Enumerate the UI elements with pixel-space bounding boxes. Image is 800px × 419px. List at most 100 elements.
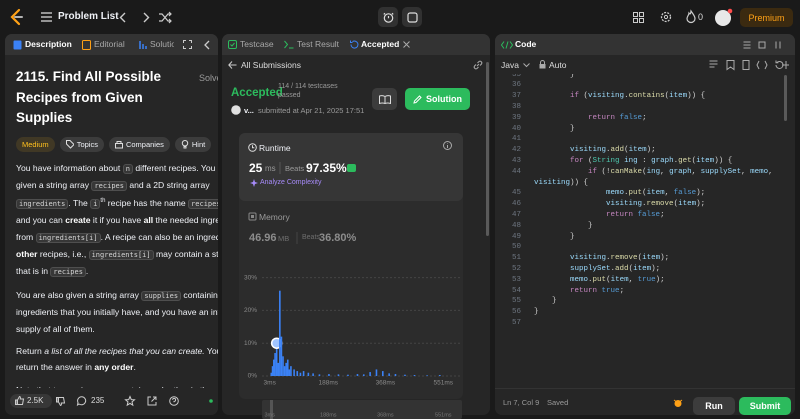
premium-button[interactable]: Premium	[740, 8, 793, 27]
username[interactable]: v...	[244, 106, 254, 115]
note-button[interactable]	[402, 7, 422, 27]
code-token: remove	[610, 254, 638, 263]
code-token: visiting	[570, 254, 607, 263]
memory-label: Memory	[259, 212, 290, 222]
text: containing all the ingredients that you …	[16, 289, 218, 334]
code-editor[interactable]: 35 } 36 37 if (visiting.contains(item)) {3…	[495, 74, 785, 374]
code-icon	[500, 41, 514, 49]
code-line: 53 memo.put(item, true);	[495, 275, 785, 286]
logo[interactable]	[8, 8, 26, 26]
code-token: graph	[651, 156, 674, 165]
solution-button[interactable]: Solution	[405, 88, 470, 110]
streak-icon[interactable]	[686, 9, 696, 24]
editor-tools[interactable]	[709, 60, 789, 71]
tag[interactable]: Topics	[59, 137, 104, 152]
code-text: }	[534, 232, 575, 243]
editorial-button[interactable]	[372, 88, 397, 110]
inline-code: recipes[i]	[188, 198, 218, 209]
favorite-button[interactable]	[124, 395, 136, 407]
language-select[interactable]: Java	[501, 60, 519, 70]
line-number: 37	[511, 92, 521, 101]
tab[interactable]: Accepted	[361, 39, 400, 49]
line-number: 41	[511, 135, 521, 144]
tag[interactable]: Companies	[108, 137, 170, 152]
inline-code: ingredients[i]	[88, 250, 154, 261]
expand-button[interactable]	[183, 40, 192, 49]
code-token: if	[570, 92, 580, 101]
all-submissions[interactable]: All Submissions	[241, 60, 301, 70]
code-text: }	[534, 221, 593, 232]
code-token: }	[534, 221, 593, 230]
clock-icon	[248, 143, 257, 152]
dislike-button[interactable]	[56, 397, 66, 407]
tab[interactable]: Solutions	[150, 39, 174, 49]
inline-code: supplies	[141, 290, 182, 301]
scrollbar[interactable]	[486, 62, 489, 236]
list-icon[interactable]	[41, 12, 52, 22]
prev-button[interactable]	[119, 12, 127, 23]
timer-button[interactable]	[378, 7, 398, 27]
help-button[interactable]	[169, 396, 179, 406]
mode[interactable]: Auto	[549, 60, 567, 70]
code-token: add	[610, 146, 625, 155]
tab[interactable]: Test Result	[297, 39, 340, 49]
code-token: memo	[606, 189, 625, 198]
code-token: (	[628, 264, 634, 273]
text: . The	[68, 197, 91, 208]
next-button[interactable]	[142, 12, 150, 23]
text: You may return the answer in	[16, 346, 218, 373]
avatar[interactable]	[714, 8, 734, 28]
code-token: supplySet	[700, 167, 742, 176]
separator	[296, 232, 298, 244]
text: may contain a string that is in	[16, 249, 218, 277]
accepted-icon	[350, 40, 359, 49]
panel-actions[interactable]	[743, 41, 787, 49]
code-line: 52 supplySet.add(item);	[495, 264, 785, 275]
code-token: ,	[741, 167, 751, 176]
shuffle-button[interactable]	[159, 11, 172, 24]
code-token	[534, 276, 570, 284]
settings-button[interactable]	[660, 11, 672, 23]
scrollbar[interactable]	[784, 75, 787, 121]
code-line: 36	[495, 80, 785, 91]
debug-icon[interactable]	[673, 398, 683, 408]
tab[interactable]: Testcase	[240, 39, 274, 49]
share-link[interactable]	[473, 60, 483, 70]
problem-list[interactable]: Problem List	[58, 11, 119, 22]
tab[interactable]: Editorial	[94, 39, 125, 49]
submission-panel: Testcase Test Result Accepted All Submis…	[222, 34, 490, 415]
runtime-unit: ms	[265, 164, 276, 173]
like-button[interactable]	[15, 395, 25, 405]
submit-button[interactable]: Submit	[739, 397, 791, 415]
description-icon	[13, 40, 22, 50]
share-button[interactable]	[147, 396, 157, 406]
text: the needed ingredients from	[16, 215, 218, 242]
run-button[interactable]: Run	[693, 397, 735, 415]
tab[interactable]: Code	[515, 39, 537, 49]
tab[interactable]: Description	[25, 39, 72, 49]
back-arrow[interactable]	[228, 61, 237, 69]
code-token: ,	[768, 167, 773, 176]
code-token: (	[583, 156, 593, 165]
tag[interactable]: Hint	[174, 137, 212, 152]
info-icon[interactable]	[443, 141, 452, 150]
code-token: if	[588, 167, 598, 176]
line-number: 51	[511, 254, 521, 263]
analyze-complexity[interactable]: Analyze Complexity	[260, 179, 322, 186]
layout-button[interactable]	[633, 12, 644, 23]
code-token	[534, 92, 570, 100]
close-tab[interactable]	[403, 41, 410, 48]
code-line: 47 return false;	[495, 210, 785, 221]
text: all	[143, 215, 154, 226]
code-line: 39 return false;	[495, 113, 785, 124]
code-token: contains	[628, 92, 665, 101]
paragraph: Return a list of all the recipes that yo…	[16, 343, 218, 376]
solution-label: Solution	[426, 94, 462, 104]
analyze-icon	[250, 179, 258, 187]
collapse-button[interactable]	[204, 40, 210, 50]
line-number: 57	[511, 318, 521, 327]
code-line: 48 }	[495, 221, 785, 232]
comment-icon[interactable]	[76, 396, 87, 407]
line-number: 53	[511, 275, 521, 284]
